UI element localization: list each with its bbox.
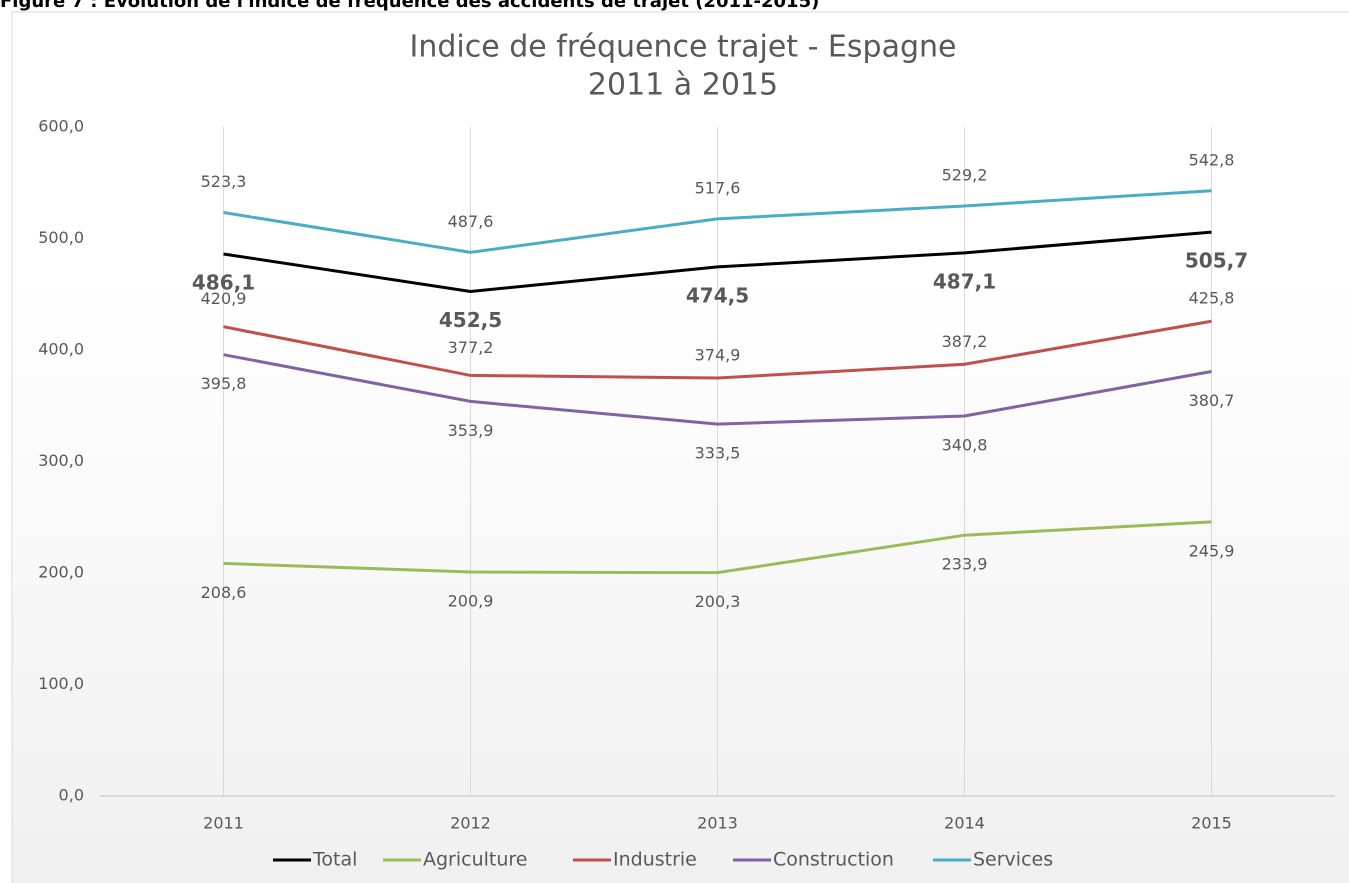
legend-label: Services xyxy=(973,849,1053,871)
chart-title: Indice de fréquence trajet - Espagne xyxy=(410,30,957,65)
data-label: 487,6 xyxy=(448,212,494,231)
y-tick-label: 400,0 xyxy=(38,340,84,359)
data-label: 374,9 xyxy=(695,345,741,364)
x-tick-label: 2012 xyxy=(450,814,491,833)
y-tick-label: 600,0 xyxy=(38,117,84,136)
y-tick-label: 200,0 xyxy=(38,563,84,582)
data-label: 542,8 xyxy=(1189,150,1235,169)
data-label: 487,1 xyxy=(933,269,996,293)
data-label: 333,5 xyxy=(695,444,741,463)
data-label: 200,3 xyxy=(695,592,741,611)
series-line xyxy=(223,353,1212,426)
x-tick-label: 2014 xyxy=(944,814,985,833)
y-tick-label: 0,0 xyxy=(59,786,84,805)
series-line xyxy=(223,189,1212,254)
series-line xyxy=(223,319,1212,380)
legend-label: Industrie xyxy=(613,849,697,871)
x-tick-label: 2015 xyxy=(1191,814,1232,833)
data-label: 395,8 xyxy=(201,374,247,393)
y-tick-label: 100,0 xyxy=(38,674,84,693)
data-label: 474,5 xyxy=(686,283,749,307)
data-label: 245,9 xyxy=(1189,541,1235,560)
legend-label: Agriculture xyxy=(423,849,528,871)
chart-subtitle: 2011 à 2015 xyxy=(588,68,778,103)
data-label: 233,9 xyxy=(942,555,988,574)
data-label: 387,2 xyxy=(942,332,988,351)
chart-frame xyxy=(11,11,1349,883)
y-tick-label: 500,0 xyxy=(38,228,84,247)
data-label: 208,6 xyxy=(201,583,247,602)
series-line xyxy=(223,230,1212,293)
data-label: 517,6 xyxy=(695,178,741,197)
data-label: 420,9 xyxy=(201,289,247,308)
data-label: 425,8 xyxy=(1189,289,1235,308)
data-label: 529,2 xyxy=(942,165,988,184)
data-label: 523,3 xyxy=(201,172,247,191)
x-tick-label: 2013 xyxy=(697,814,738,833)
y-tick-label: 300,0 xyxy=(38,451,84,470)
data-label: 340,8 xyxy=(942,436,988,455)
data-label: 377,2 xyxy=(448,338,494,357)
x-tick-label: 2011 xyxy=(203,814,244,833)
figure-caption: Figure 7 : Évolution de l'indice de fréq… xyxy=(0,0,819,12)
data-label: 452,5 xyxy=(439,308,502,332)
data-label: 486,1 xyxy=(192,270,255,294)
legend-label: Construction xyxy=(773,849,894,871)
data-label: 353,9 xyxy=(448,421,494,440)
data-label: 200,9 xyxy=(448,591,494,610)
legend-label: Total xyxy=(312,849,357,871)
data-label: 380,7 xyxy=(1189,391,1235,410)
data-label: 505,7 xyxy=(1185,249,1248,273)
series-line xyxy=(223,520,1212,575)
